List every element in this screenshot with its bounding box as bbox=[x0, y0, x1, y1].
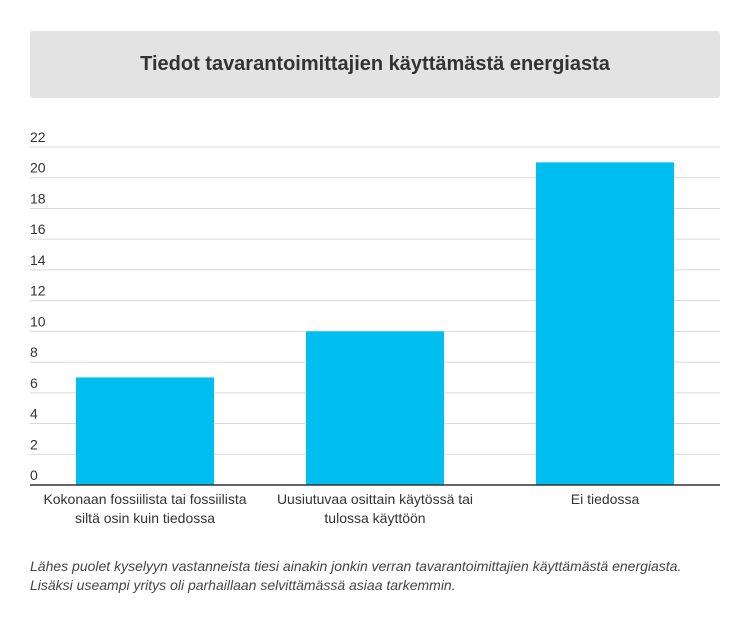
y-tick-label: 4 bbox=[30, 406, 38, 422]
category-label: Uusiutuvaa osittain käytössä tai bbox=[277, 491, 473, 507]
y-tick-label: 0 bbox=[30, 467, 38, 483]
y-tick-label: 18 bbox=[30, 190, 46, 206]
bar-chart: 0 2 4 6 8 10 12 14 16 18 20 22 Kokonaan fossiilista … bbox=[30, 129, 720, 526]
y-tick-label: 16 bbox=[30, 221, 46, 237]
category-label: Kokonaan fossiilista tai fossiilista bbox=[43, 491, 246, 507]
caption-line-1: Lähes puolet kyselyyn vastanneista tiesi… bbox=[30, 558, 682, 574]
y-tick-label: 8 bbox=[30, 344, 38, 360]
category-label: tulossa käyttöön bbox=[324, 510, 425, 526]
y-tick-label: 14 bbox=[30, 252, 46, 268]
y-tick-label: 22 bbox=[30, 129, 46, 145]
chart-caption: Lähes puolet kyselyyn vastanneista tiesi… bbox=[30, 557, 730, 595]
bar bbox=[76, 377, 214, 485]
bar bbox=[306, 331, 444, 485]
chart-title: Tiedot tavarantoimittajien käyttämästä e… bbox=[140, 53, 610, 75]
y-tick-label: 10 bbox=[30, 313, 46, 329]
caption-line-2: Lisäksi useampi yritys oli parhaillaan s… bbox=[30, 577, 456, 593]
y-tick-label: 2 bbox=[30, 436, 38, 452]
y-tick-label: 6 bbox=[30, 375, 38, 391]
bar bbox=[536, 162, 674, 485]
y-tick-label: 20 bbox=[30, 160, 46, 176]
category-label: siltä osin kuin tiedossa bbox=[75, 510, 215, 526]
chart-title-box: Tiedot tavarantoimittajien käyttämästä e… bbox=[30, 31, 720, 98]
category-label: Ei tiedossa bbox=[571, 491, 640, 507]
y-tick-label: 12 bbox=[30, 283, 46, 299]
